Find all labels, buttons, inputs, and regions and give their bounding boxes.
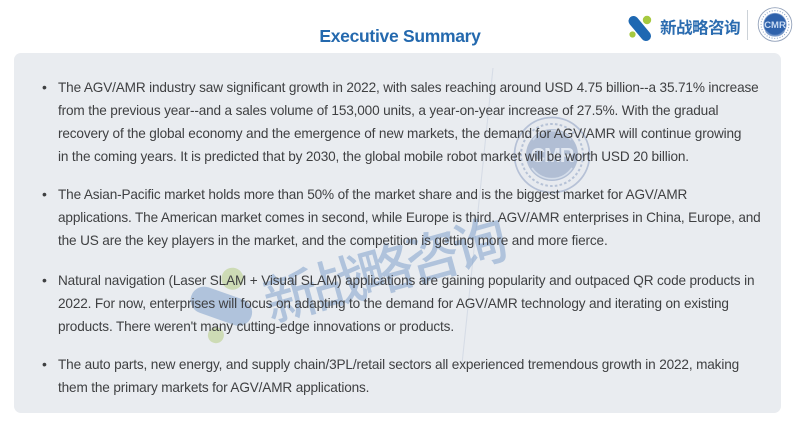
svg-text:CMR: CMR xyxy=(764,20,786,31)
